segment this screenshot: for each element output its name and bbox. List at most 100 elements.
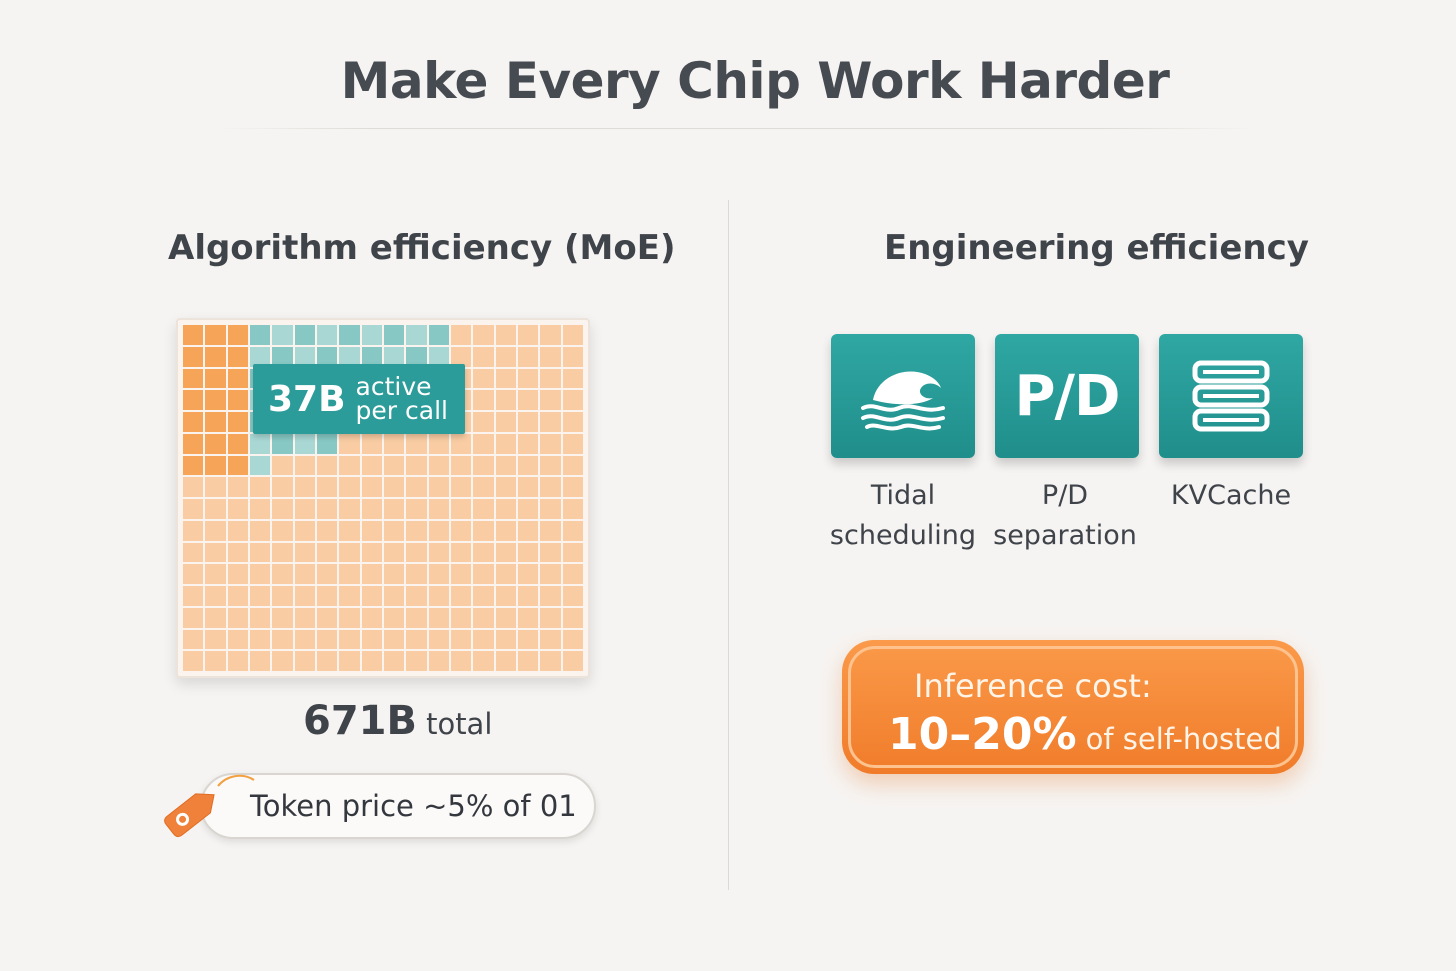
grid-cell (205, 651, 226, 671)
grid-cell (205, 346, 226, 367)
grid-cell (406, 542, 427, 563)
grid-cell (294, 477, 315, 497)
grid-cell (406, 433, 427, 454)
grid-cell (339, 477, 360, 497)
grid-cell (562, 629, 583, 650)
grid-cell (495, 433, 516, 454)
tile-label-line1: KVCache (1170, 480, 1292, 511)
grid-cell (540, 455, 561, 476)
grid-cell (250, 499, 271, 519)
grid-cell (361, 499, 382, 519)
grid-cell (428, 325, 449, 345)
grid-cell (317, 499, 338, 519)
grid-cell (562, 455, 583, 476)
grid-cell (518, 346, 539, 367)
grid-cell (272, 564, 293, 584)
algorithm-heading: Algorithm efficiency (MoE) (168, 228, 676, 268)
grid-cell (227, 586, 248, 606)
grid-cell (451, 499, 472, 519)
grid-cell (428, 346, 449, 367)
grid-cell (540, 412, 561, 432)
grid-cell (183, 346, 204, 367)
grid-cell (205, 499, 226, 519)
grid-cell (562, 325, 583, 345)
grid-cell (272, 433, 293, 454)
grid-cell (406, 564, 427, 584)
inference-cost-inner: Inference cost: 10–20% of self-hosted (848, 646, 1298, 768)
active-parameters-label: 37B active per call (253, 364, 465, 434)
grid-cell (495, 542, 516, 563)
grid-cell (227, 520, 248, 541)
grid-cell (384, 455, 405, 476)
grid-cell (406, 477, 427, 497)
grid-cell (428, 433, 449, 454)
grid-cell (272, 325, 293, 345)
grid-cell (250, 629, 271, 650)
grid-cell (227, 499, 248, 519)
grid-cell (205, 412, 226, 432)
grid-cell (294, 499, 315, 519)
grid-cell (518, 520, 539, 541)
tidal-scheduling-label: Tidal scheduling (818, 476, 988, 556)
grid-cell (294, 520, 315, 541)
grid-cell (294, 346, 315, 367)
grid-cell (451, 325, 472, 345)
grid-cell (473, 325, 494, 345)
grid-cell (562, 346, 583, 367)
active-text-line1: active (355, 372, 432, 401)
grid-cell (294, 629, 315, 650)
grid-cell (518, 542, 539, 563)
inference-cost-suffix: of self-hosted (1085, 722, 1282, 756)
grid-cell (495, 607, 516, 628)
grid-cell (205, 586, 226, 606)
grid-cell (428, 651, 449, 671)
grid-cell (518, 477, 539, 497)
grid-cell (294, 542, 315, 563)
grid-cell (227, 390, 248, 410)
grid-cell (317, 607, 338, 628)
grid-cell (317, 542, 338, 563)
grid-cell (317, 455, 338, 476)
grid-cell (205, 455, 226, 476)
tile-label-line1: P/D (1041, 480, 1089, 511)
grid-cell (518, 586, 539, 606)
active-text: active per call (355, 372, 448, 425)
grid-cell (451, 586, 472, 606)
price-tag-icon (164, 774, 255, 838)
grid-cell (428, 499, 449, 519)
grid-cell (250, 542, 271, 563)
grid-cell (562, 542, 583, 563)
grid-cell (317, 564, 338, 584)
grid-cell (227, 455, 248, 476)
grid-cell (361, 651, 382, 671)
pd-separation-tile: P/D (995, 334, 1139, 458)
engineering-heading: Engineering efficiency (884, 228, 1309, 268)
total-text: total (426, 707, 493, 741)
grid-cell (361, 564, 382, 584)
grid-cell (227, 629, 248, 650)
grid-cell (183, 390, 204, 410)
grid-cell (406, 346, 427, 367)
grid-cell (317, 477, 338, 497)
grid-cell (384, 477, 405, 497)
grid-cell (361, 455, 382, 476)
grid-cell (495, 477, 516, 497)
grid-cell (562, 368, 583, 389)
grid-cell (473, 586, 494, 606)
kvcache-label: KVCache (1146, 476, 1316, 516)
grid-cell (495, 499, 516, 519)
grid-cell (227, 477, 248, 497)
grid-cell (183, 455, 204, 476)
grid-cell (518, 368, 539, 389)
active-text-line2: per call (355, 396, 448, 425)
grid-cell (495, 564, 516, 584)
grid-cell (495, 520, 516, 541)
grid-cell (250, 651, 271, 671)
tile-label-line2: separation (993, 520, 1137, 551)
grid-cell (473, 412, 494, 432)
column-divider (728, 200, 729, 890)
grid-cell (317, 520, 338, 541)
grid-cell (227, 412, 248, 432)
grid-cell (384, 542, 405, 563)
grid-cell (317, 433, 338, 454)
